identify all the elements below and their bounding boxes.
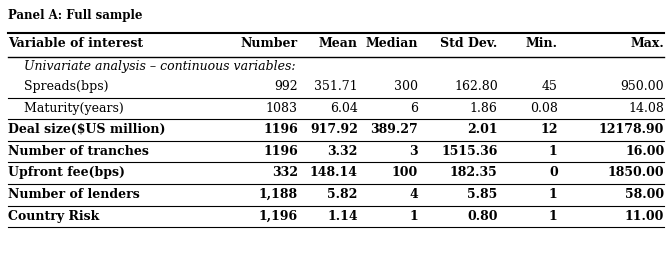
Text: 917.92: 917.92 [310,123,358,136]
Text: 0: 0 [549,167,558,180]
Text: 100: 100 [391,167,417,180]
Text: 148.14: 148.14 [310,167,358,180]
Text: Maturity(years): Maturity(years) [8,102,124,115]
Text: 389.27: 389.27 [370,123,417,136]
Text: 16.00: 16.00 [625,145,664,158]
Text: 12: 12 [540,123,558,136]
Text: 5.85: 5.85 [468,188,498,201]
Text: 1,196: 1,196 [259,210,298,223]
Text: 1: 1 [409,210,417,223]
Text: 45: 45 [542,80,558,93]
Text: 351.71: 351.71 [314,80,358,93]
Text: 2.01: 2.01 [467,123,498,136]
Text: Variable of interest: Variable of interest [8,37,143,50]
Text: Number of tranches: Number of tranches [8,145,149,158]
Text: Mean: Mean [319,37,358,50]
Text: Country Risk: Country Risk [8,210,99,223]
Text: 182.35: 182.35 [450,167,498,180]
Text: 1.86: 1.86 [470,102,498,115]
Text: 12178.90: 12178.90 [599,123,664,136]
Text: 6.04: 6.04 [330,102,358,115]
Text: 1196: 1196 [263,145,298,158]
Text: 992: 992 [274,80,298,93]
Text: 1196: 1196 [263,123,298,136]
Text: Univariate analysis – continuous variables:: Univariate analysis – continuous variabl… [8,60,296,73]
Text: 0.08: 0.08 [530,102,558,115]
Text: 300: 300 [394,80,417,93]
Text: 6: 6 [410,102,417,115]
Text: Number: Number [241,37,298,50]
Text: 5.82: 5.82 [327,188,358,201]
Text: 1515.36: 1515.36 [442,145,498,158]
Text: 1.14: 1.14 [327,210,358,223]
Text: 58.00: 58.00 [625,188,664,201]
Text: 950.00: 950.00 [621,80,664,93]
Text: 1: 1 [549,188,558,201]
Text: 1: 1 [549,145,558,158]
Text: Panel A: Full sample: Panel A: Full sample [8,9,142,22]
Text: 3.32: 3.32 [327,145,358,158]
Text: 1,188: 1,188 [259,188,298,201]
Text: 1: 1 [549,210,558,223]
Text: Number of lenders: Number of lenders [8,188,140,201]
Text: 1850.00: 1850.00 [607,167,664,180]
Text: 0.80: 0.80 [467,210,498,223]
Text: Spreads(bps): Spreads(bps) [8,80,108,93]
Text: Min.: Min. [526,37,558,50]
Text: Deal size($US million): Deal size($US million) [8,123,165,136]
Text: 162.80: 162.80 [454,80,498,93]
Text: 1083: 1083 [266,102,298,115]
Text: 11.00: 11.00 [625,210,664,223]
Text: Median: Median [365,37,417,50]
Text: Std Dev.: Std Dev. [440,37,498,50]
Text: Max.: Max. [630,37,664,50]
Text: 4: 4 [409,188,417,201]
Text: Upfront fee(bps): Upfront fee(bps) [8,167,125,180]
Text: 332: 332 [272,167,298,180]
Text: 3: 3 [409,145,417,158]
Text: 14.08: 14.08 [628,102,664,115]
